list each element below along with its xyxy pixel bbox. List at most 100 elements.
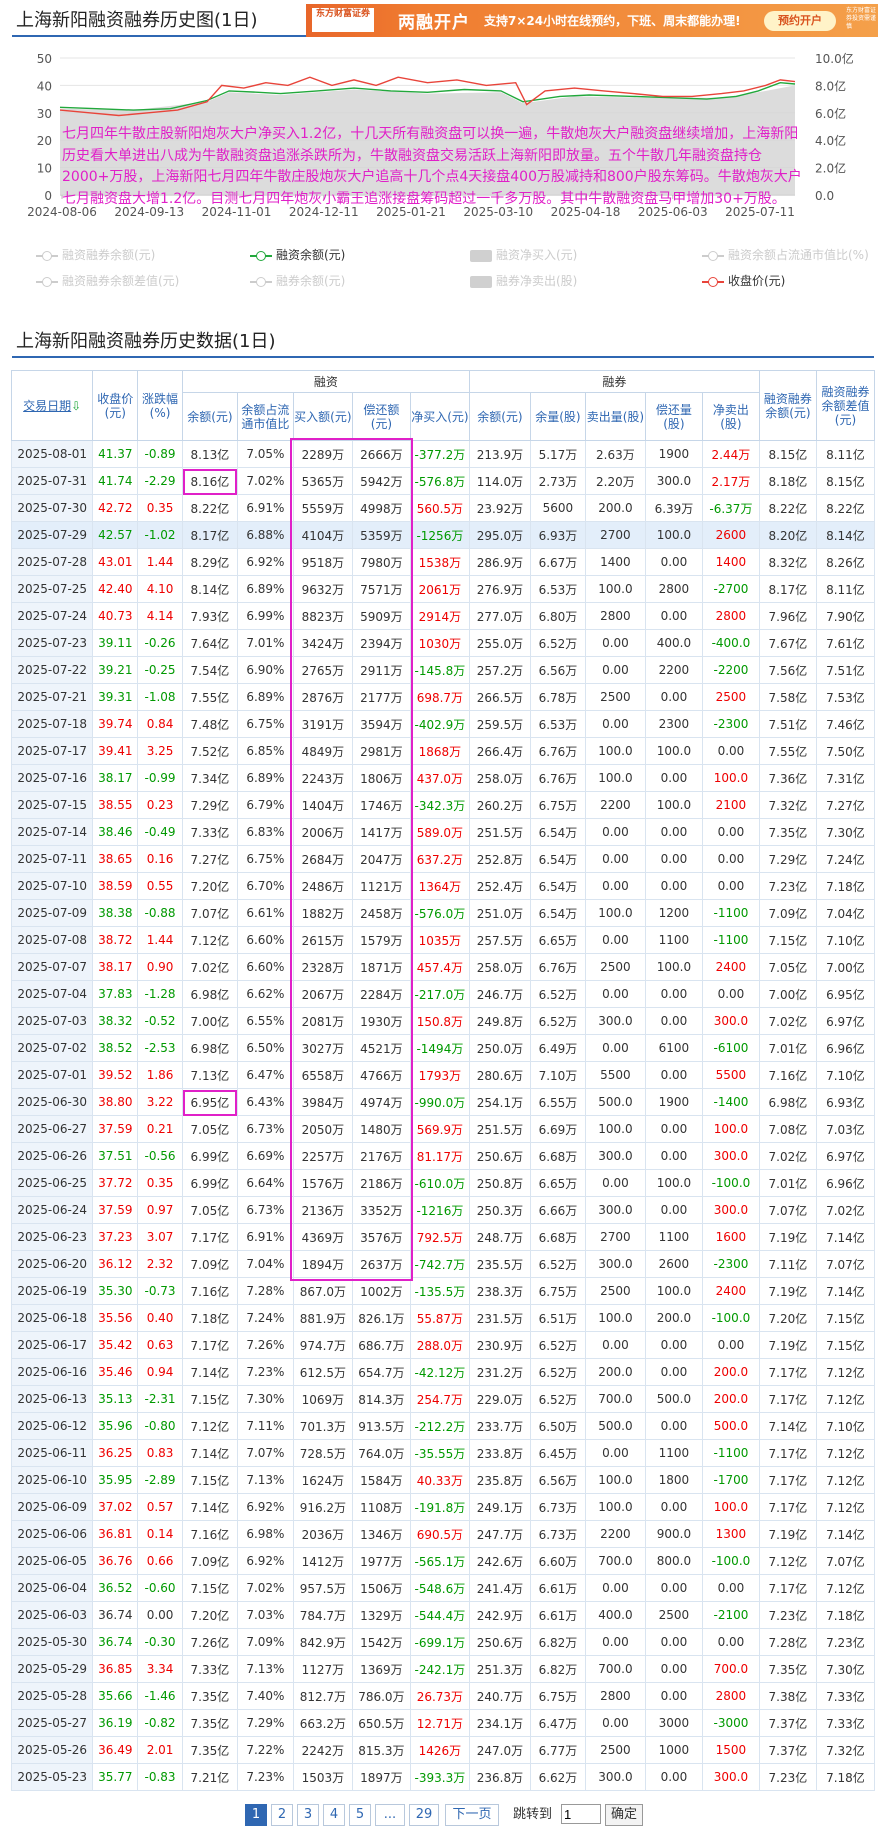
cell-rq-sell: 2800 [584,602,646,630]
col-header-date[interactable]: 交易日期⇩ [10,370,94,441]
legend-item[interactable]: 融资融券余额差值(元) [36,272,179,289]
cell-rz-buy: 812.7万 [292,1682,353,1710]
col-header-rq-net[interactable]: 净卖出(股) [701,392,760,441]
cell-rq-sell: 300.0 [584,1196,646,1224]
cell-total-balance: 7.36亿 [758,764,817,792]
cell-rq-volume: 6.66万 [529,1196,586,1224]
legend-item[interactable]: 收盘价(元) [702,272,785,289]
sort-desc-icon[interactable]: ⇩ [71,398,82,413]
col-header-total-balance[interactable]: 融资融券余额(元) [758,370,817,441]
cell-rz-repay: 1806万 [351,764,411,792]
cell-rq-volume: 6.76万 [529,953,586,981]
cell-rq-net: 2400 [701,1277,760,1305]
ad-banner[interactable]: 东方财富证券 两融开户 支持7×24小时在线预约，下班、周末都能办理! 预约开户… [306,4,878,37]
cell-rz-balance: 7.13亿 [181,1061,238,1089]
table-row: 2025-07-09 38.38 -0.88 7.07亿 6.61% 1882万 2458万… [10,899,876,927]
legend-item[interactable]: 融资融券余额(元) [36,246,155,263]
cell-rz-net: 569.9万 [409,1115,470,1143]
col-header-rz-buy[interactable]: 买入额(元) [292,392,353,441]
cell-rq-net: -2200 [701,656,760,684]
legend-item[interactable]: 融资净买入(元) [470,246,577,263]
pager-jump-input[interactable] [561,1804,601,1824]
legend-line-icon [36,250,58,261]
cell-rq-volume: 6.52万 [529,629,586,657]
cell-rq-repay: 0.00 [644,764,703,792]
table-row: 2025-07-29 42.57 -1.02 8.17亿 6.88% 4104万 5359万… [10,521,876,549]
pager-confirm-button[interactable]: 确定 [605,1804,644,1826]
table-section-divider [12,356,874,358]
cell-rq-sell: 300.0 [584,1142,646,1170]
cell-rq-sell: 0.00 [584,872,646,900]
cell-rz-ratio: 6.55% [236,1007,294,1035]
cell-rz-balance: 7.15亿 [181,1574,238,1602]
cell-change: 4.10 [137,575,183,603]
pager-next-button[interactable]: 下一页 [445,1804,499,1826]
cell-rq-net: -2100 [701,1601,760,1629]
col-header-balance-diff[interactable]: 融资融券余额差值(元) [815,370,876,441]
cell-change: 4.14 [137,602,183,630]
cell-rz-buy: 4849万 [292,737,353,765]
cell-rz-buy: 9518万 [292,548,353,576]
cell-rz-repay: 686.7万 [351,1331,411,1359]
cell-rq-repay: 6100 [644,1034,703,1062]
col-header-rq-sell[interactable]: 卖出量(股) [584,392,646,441]
cell-rz-net: -217.0万 [409,980,470,1008]
banner-open-account-button[interactable]: 预约开户 [764,11,836,31]
pager-page-4[interactable]: 4 [323,1804,345,1826]
cell-rq-sell: 0.00 [584,818,646,846]
pager-page-3[interactable]: 3 [297,1804,319,1826]
cell-total-balance: 7.37亿 [758,1709,817,1737]
cell-rq-sell: 0.00 [584,629,646,657]
cell-total-balance: 7.37亿 [758,1736,817,1764]
legend-item[interactable]: 融券余额(元) [250,272,345,289]
cell-change: 2.32 [137,1250,183,1278]
legend-item[interactable]: 融资余额(元) [250,246,345,263]
cell-date: 2025-08-01 [10,440,94,468]
cell-rq-repay: 100.0 [644,737,703,765]
cell-rq-sell: 500.0 [584,1088,646,1116]
cell-date: 2025-07-09 [10,899,94,927]
cell-rq-repay: 100.0 [644,791,703,819]
cell-rq-repay: 200.0 [644,1304,703,1332]
cell-rz-ratio: 7.09% [236,1628,294,1656]
table-row: 2025-07-22 39.21 -0.25 7.54亿 6.90% 2765万 2911万… [10,656,876,684]
cell-close: 38.52 [92,1034,139,1062]
col-header-rz-net[interactable]: 净买入(元) [409,392,470,441]
cell-rz-ratio: 7.01% [236,629,294,657]
table-row: 2025-06-25 37.72 0.35 6.99亿 6.64% 1576万 2186万 -… [10,1169,876,1197]
col-header-rz-ratio[interactable]: 余额占流通市值比 [236,392,294,441]
cell-rq-sell: 200.0 [584,1358,646,1386]
table-row: 2025-06-26 37.51 -0.56 6.99亿 6.69% 2257万 2176万… [10,1142,876,1170]
col-header-rz-balance[interactable]: 余额(元) [181,392,238,441]
cell-rz-balance: 6.95亿 [181,1088,238,1116]
cell-change: -0.89 [137,440,183,468]
cell-change: -1.28 [137,980,183,1008]
pager-page-5[interactable]: 5 [349,1804,371,1826]
cell-rz-net: -35.55万 [409,1439,470,1467]
cell-rq-net: 2100 [701,791,760,819]
col-header-rq-repay[interactable]: 偿还量(股) [644,392,703,441]
table-row: 2025-07-23 39.11 -0.26 7.64亿 7.01% 3424万 2394万… [10,629,876,657]
cell-rz-repay: 2981万 [351,737,411,765]
col-header-rq-balance[interactable]: 余额(元) [468,392,531,441]
cell-rq-net: 100.0 [701,1115,760,1143]
cell-change: 1.44 [137,926,183,954]
cell-rz-buy: 1069万 [292,1385,353,1413]
legend-item[interactable]: 融资余额占流通市值比(%) [702,246,869,263]
col-header-rz-repay[interactable]: 偿还额(元) [351,392,411,441]
cell-rq-net: 0.00 [701,1628,760,1656]
cell-change: -0.49 [137,818,183,846]
pager-page-29[interactable]: 29 [409,1804,439,1826]
legend-item[interactable]: 融券净卖出(股) [470,272,577,289]
cell-rq-balance: 266.5万 [468,683,531,711]
col-header-change[interactable]: 涨跌幅(%) [137,370,183,441]
pager-page-1[interactable]: 1 [245,1804,267,1826]
cell-rq-sell: 0.00 [584,1709,646,1737]
col-header-rq-volume[interactable]: 余量(股) [529,392,586,441]
cell-rz-balance: 7.07亿 [181,899,238,927]
cell-rq-volume: 6.60万 [529,1547,586,1575]
pager-page-2[interactable]: 2 [271,1804,293,1826]
cell-rz-balance: 7.18亿 [181,1304,238,1332]
col-header-close[interactable]: 收盘价(元) [92,370,139,441]
cell-rq-volume: 6.76万 [529,737,586,765]
